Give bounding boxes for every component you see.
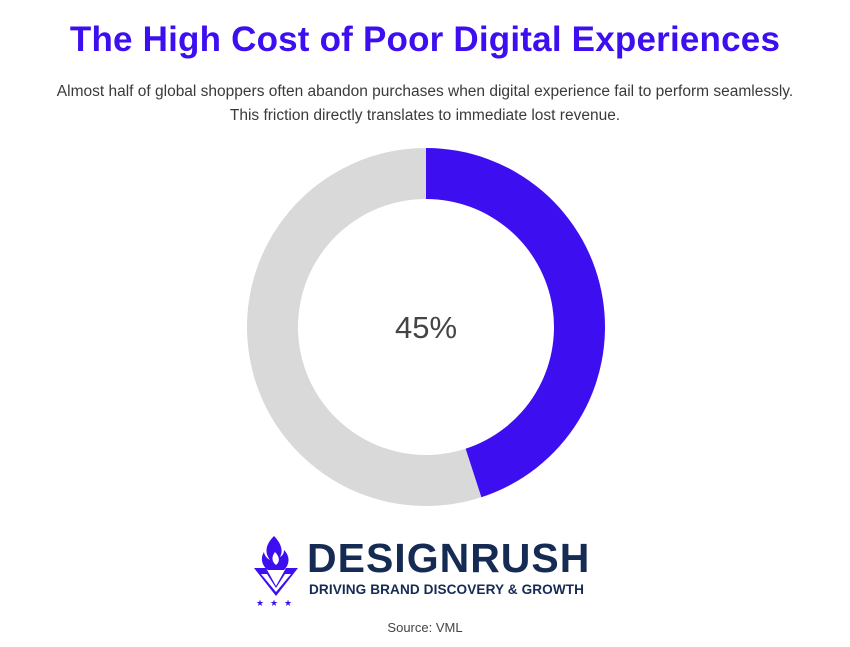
subtitle-line-1: Almost half of global shoppers often aba… <box>56 83 794 100</box>
designrush-logo: ★ ★ ★ DESIGNRUSH DRIVING BRAND DISCOVERY… <box>252 530 602 610</box>
donut-chart: 45% <box>246 148 605 506</box>
chart-subtitle: Almost half of global shoppers often aba… <box>20 80 830 128</box>
source-note: Source: VML <box>387 620 463 635</box>
brand-name: DESIGNRUSH <box>307 535 591 581</box>
subtitle-line-2: This friction directly translates to imm… <box>229 107 621 124</box>
svg-text:★: ★ <box>256 599 264 608</box>
donut-slice-2 <box>246 148 482 506</box>
donut-center-label: 45% <box>395 310 457 345</box>
donut-slice-1 <box>426 148 605 498</box>
brand-tagline: DRIVING BRAND DISCOVERY & GROWTH <box>309 582 585 597</box>
flame-logo-icon: ★ ★ ★ <box>254 536 298 608</box>
svg-text:★: ★ <box>270 599 278 608</box>
chart-title: The High Cost of Poor Digital Experience… <box>69 20 781 59</box>
svg-text:★: ★ <box>284 599 292 608</box>
